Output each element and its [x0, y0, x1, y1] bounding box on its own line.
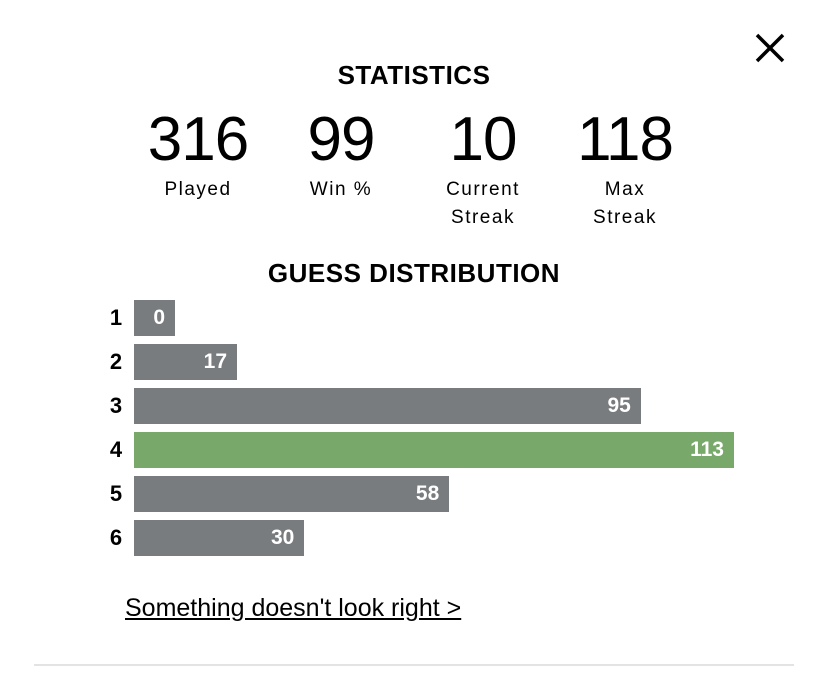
stat-value: 99 [307, 105, 376, 174]
stat-label: Max Streak [593, 179, 657, 228]
stat-label: Win % [309, 179, 373, 200]
stat-value: 316 [147, 105, 249, 174]
stat: 10 Current Streak [418, 104, 548, 232]
distribution-title: GUESS DISTRIBUTION [267, 258, 561, 288]
bar-value: 58 [415, 482, 440, 505]
guess-number: 1 [109, 305, 123, 330]
stat: 118 Max Streak [560, 104, 690, 232]
guess-number: 5 [109, 481, 123, 506]
bar-value: 17 [203, 350, 227, 373]
guess-number: 4 [109, 437, 123, 462]
bar: 30 [134, 520, 305, 556]
stat: 316 Played [133, 104, 263, 204]
bar-value: 0 [153, 306, 165, 329]
guess-number: 3 [109, 393, 123, 418]
stat-label: Current Streak [446, 179, 520, 228]
bar: 58 [134, 476, 450, 512]
bar-value: 95 [607, 394, 631, 417]
stat-value: 10 [449, 105, 518, 174]
bar-value: 113 [690, 438, 724, 461]
stat-label: Played [164, 179, 232, 200]
stats-title: STATISTICS [337, 60, 491, 90]
bar-value: 30 [270, 526, 295, 549]
guess-number: 2 [109, 349, 123, 374]
guess-number: 6 [109, 525, 123, 550]
bar: 17 [134, 344, 237, 380]
stat-value: 118 [577, 105, 674, 174]
bar: 113 [134, 432, 734, 468]
stat: 99 Win % [276, 104, 406, 204]
close-button[interactable] [754, 32, 786, 64]
bar: 0 [134, 300, 175, 336]
feedback-link[interactable]: Something doesn't look right > [125, 594, 462, 622]
bar: 95 [134, 388, 641, 424]
divider [34, 664, 794, 666]
